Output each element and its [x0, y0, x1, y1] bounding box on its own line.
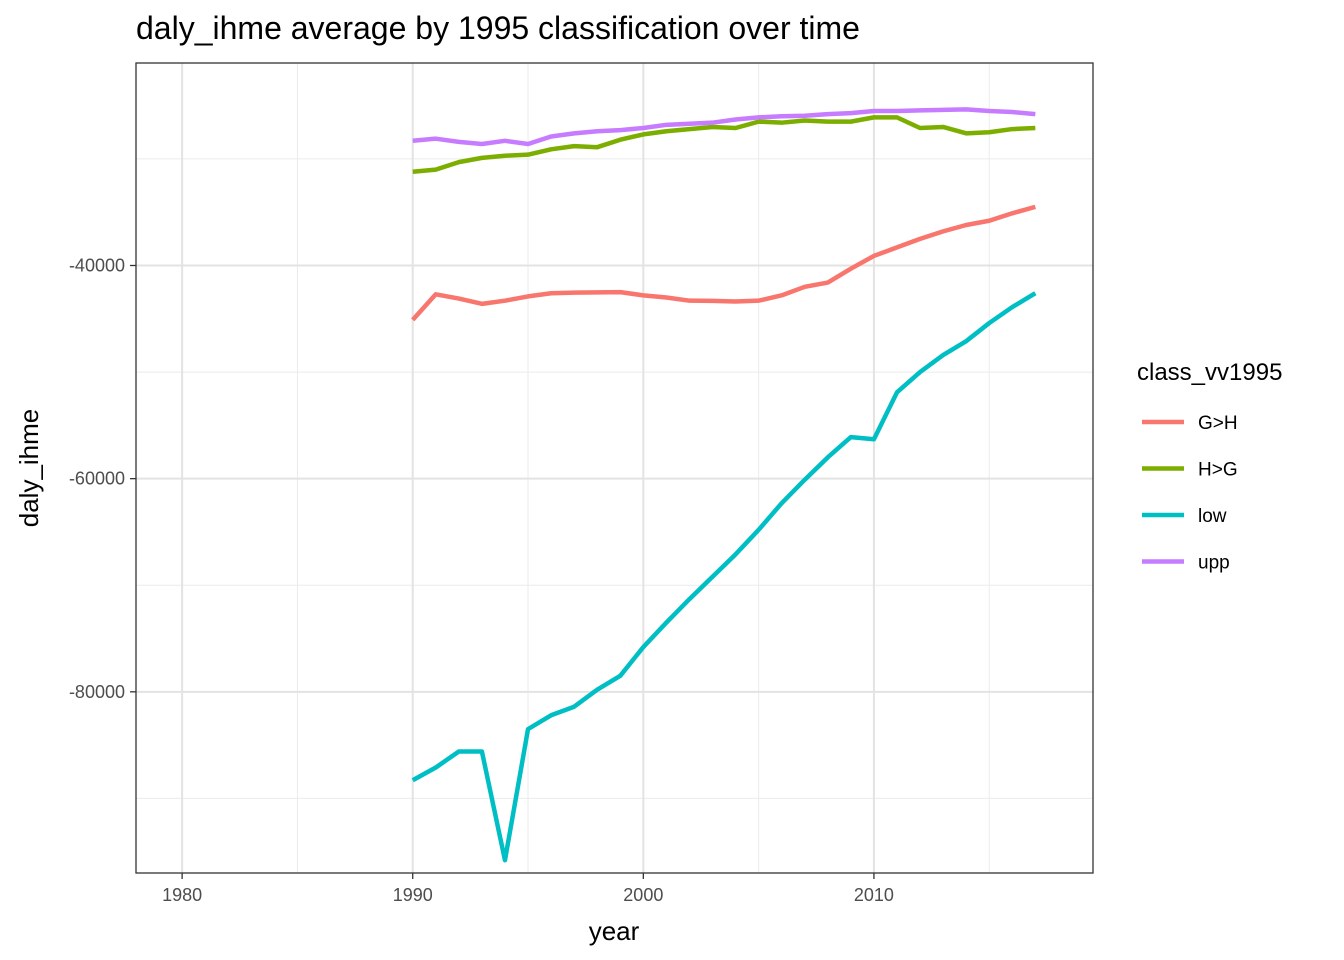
plot-background	[136, 63, 1093, 873]
y-tick-label: -40000	[69, 256, 125, 276]
series-line-hg	[412, 115, 1036, 174]
legend-item: G>H	[1142, 413, 1238, 434]
x-axis: 1980 1990 2000 2010	[162, 873, 894, 905]
legend-label: H>G	[1198, 460, 1238, 481]
series-line-gh	[411, 204, 1036, 322]
y-axis: -40000 -60000 -80000	[69, 256, 136, 702]
legend-label: G>H	[1198, 413, 1238, 434]
y-tick-label: -60000	[69, 469, 125, 489]
major-gridlines	[136, 63, 1093, 873]
y-axis-title: daly_ihme	[14, 409, 44, 528]
legend-item: upp	[1142, 553, 1230, 574]
legend: class_vv1995 G>H H>G low upp	[1137, 359, 1282, 574]
y-tick-label: -80000	[69, 682, 125, 702]
legend-label: low	[1198, 506, 1227, 527]
x-axis-title: year	[589, 916, 640, 946]
x-tick-label: 1980	[162, 885, 202, 905]
legend-item: H>G	[1142, 460, 1238, 481]
x-tick-label: 1990	[393, 885, 433, 905]
minor-gridlines	[136, 63, 1093, 873]
series-line-low	[411, 291, 1037, 863]
legend-item: low	[1142, 506, 1227, 527]
x-tick-label: 2000	[623, 885, 663, 905]
legend-label: upp	[1198, 553, 1230, 574]
series-line-upp	[412, 107, 1036, 147]
series-lines	[411, 107, 1037, 863]
chart-title: daly_ihme average by 1995 classification…	[136, 10, 860, 46]
legend-title: class_vv1995	[1137, 359, 1282, 386]
x-tick-label: 2010	[854, 885, 894, 905]
plot-panel-border	[135, 62, 1094, 874]
